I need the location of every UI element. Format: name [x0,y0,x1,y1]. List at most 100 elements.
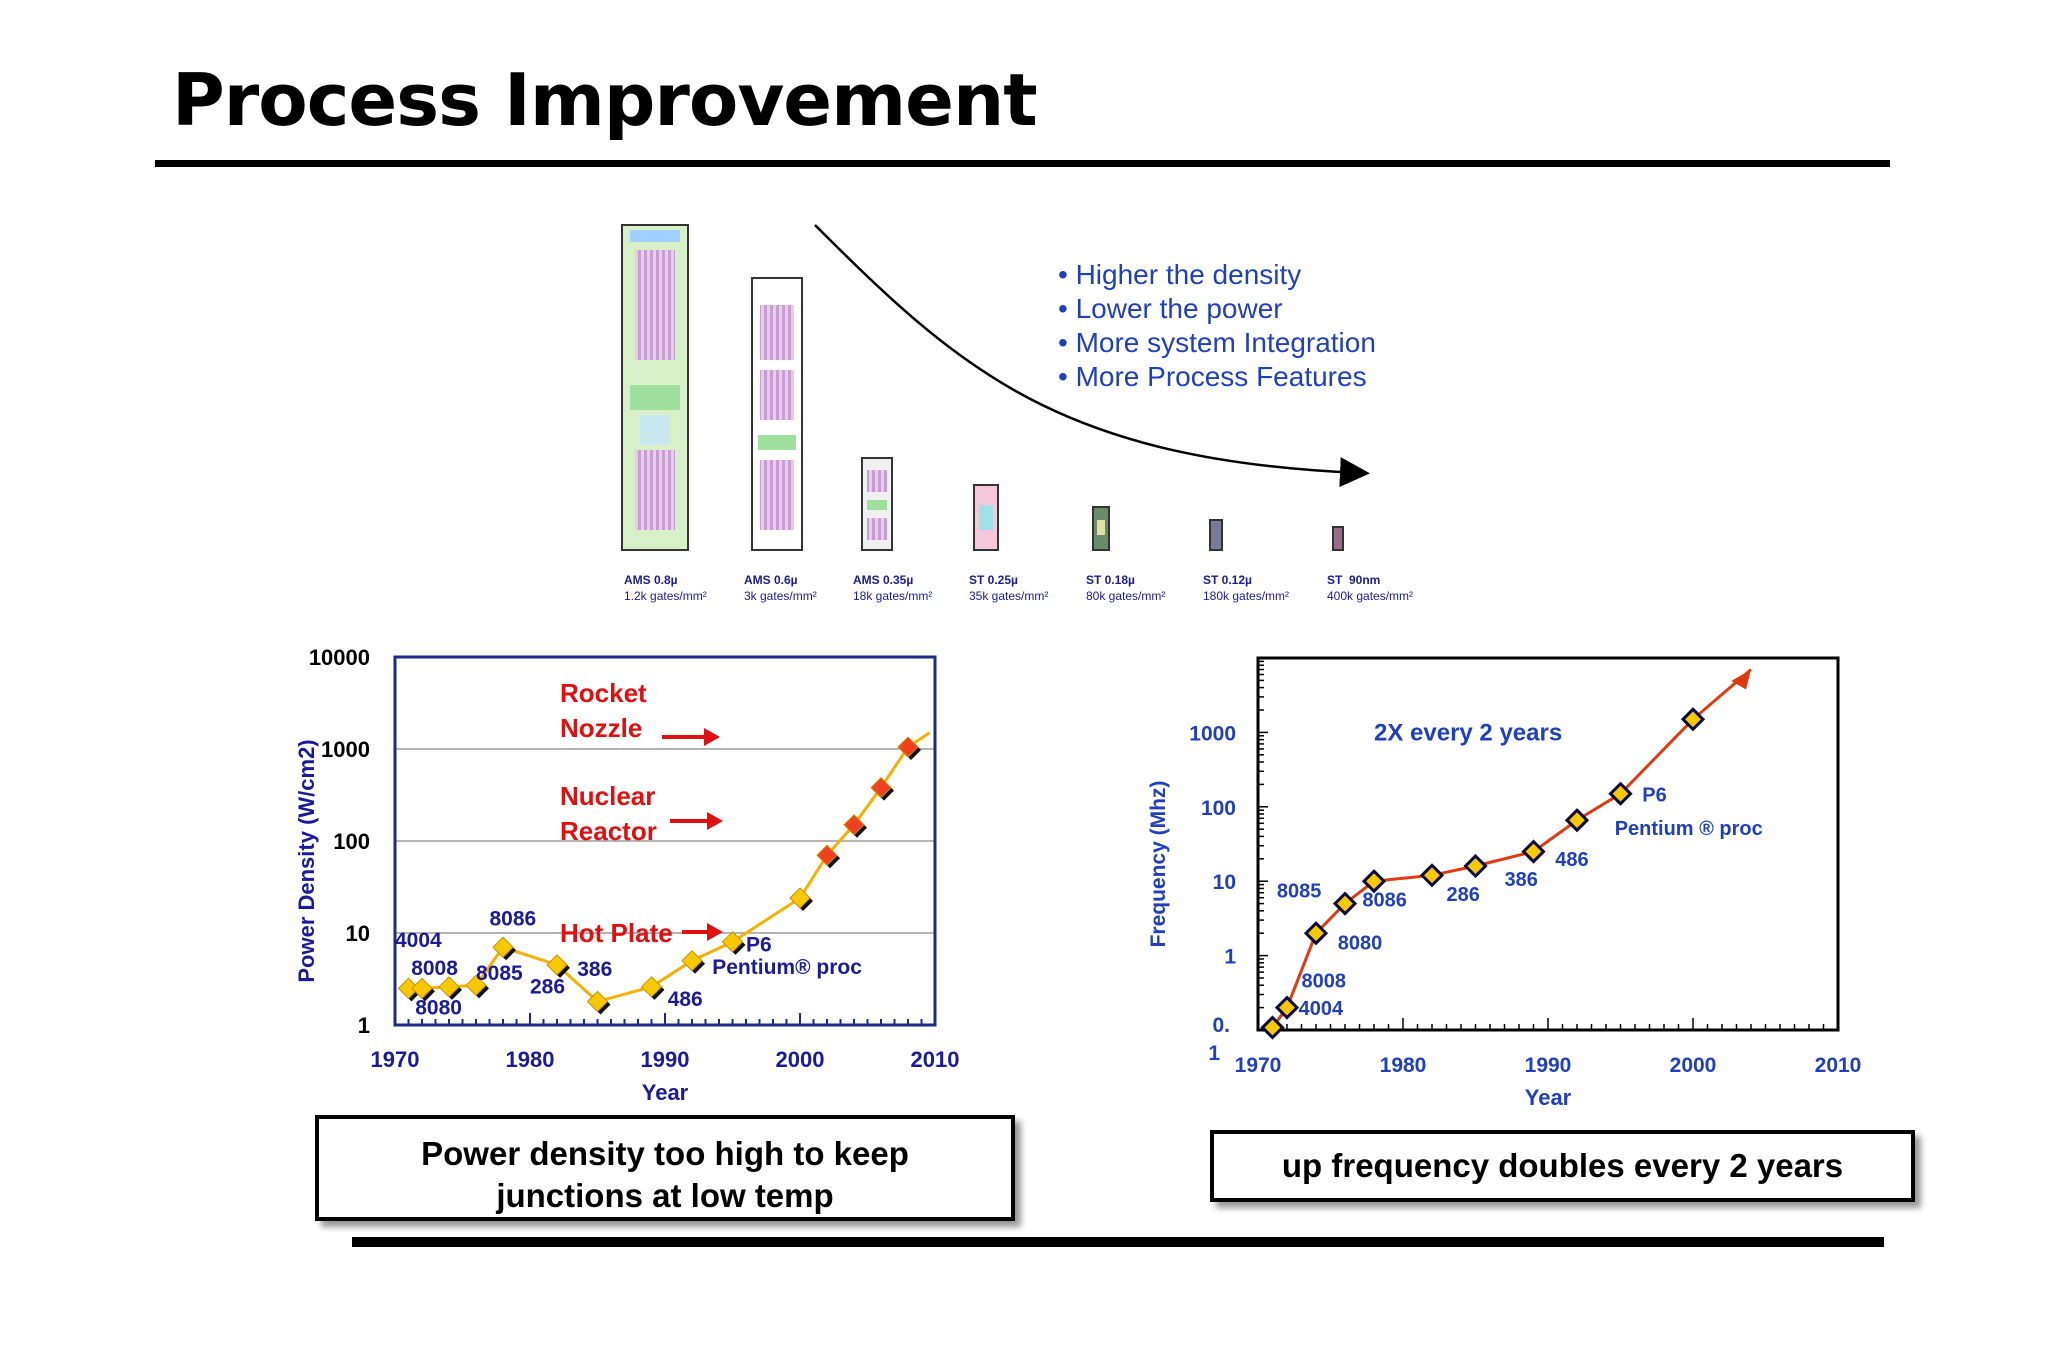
y-tick-label: 1000 [1189,722,1236,745]
data-point-marker [721,931,744,953]
layout-cells-figure [621,224,1370,551]
y-axis-label: Frequency (Mhz) [1147,781,1170,948]
density-trend-arrow [814,224,1370,488]
data-point-marker [411,977,433,1000]
layout-cell-ams035 [861,457,893,551]
title-divider [155,160,1890,167]
data-point-marker [1419,863,1445,888]
point-label: 286 [530,975,565,998]
point-label: 8086 [490,908,537,931]
data-point-marker [492,936,514,958]
x-tick-label: 1990 [641,1047,690,1072]
layout-cell-st018 [1092,506,1110,551]
x-tick-label: 1970 [371,1047,420,1072]
layout-cell-st012 [1209,519,1223,551]
layout-cell-st025 [973,484,999,551]
point-label: 8080 [415,997,462,1020]
nuclear-reactor-arrow-head [707,812,723,830]
point-label: Pentium® proc [712,956,862,979]
x-tick-label: 2010 [1815,1054,1862,1077]
data-point-marker [870,776,892,799]
data-point-marker [1361,869,1387,894]
y-tick-label: 10 [346,921,370,946]
bottom-divider [352,1237,1884,1247]
cell-label-5: ST 0.18µ 80k gates/mm² [1086,573,1166,603]
cell-label-7: ST 90nm 400k gates/mm² [1327,573,1414,603]
annotation-label: 2X every 2 years [1374,719,1562,746]
benefits-list: • Higher the density • Lower the power •… [1058,258,1376,394]
data-point-marker [897,736,919,758]
layout-cell-ams06 [751,277,803,551]
bullet-item: • More system Integration [1058,327,1376,358]
y-axis-label: Power Density (W/cm2) [294,739,319,982]
point-label: 8085 [476,962,523,985]
y-tick-label: 1 [358,1013,370,1038]
data-point-marker [1332,891,1358,916]
cell-label-6: ST 0.12µ 180k gates/mm² [1203,573,1290,603]
annotation-label: Nuclear [560,781,655,811]
growth-arrowhead [1731,669,1751,690]
annotation-label: Rocket [560,678,647,708]
y-tick-label: 1000 [321,737,370,762]
data-point-marker [1463,853,1488,879]
point-label: P6 [746,933,772,956]
data-point-marker [1521,839,1546,864]
cell-label-1: AMS 0.8µ 1.2k gates/mm² [624,573,707,603]
y-tick-label: 1 [1208,1042,1220,1065]
power-density-chart: 1970 1980 1990 2000 2010 1 10 100 1000 10000 Year P… [294,645,960,1105]
annotation-label: Hot Plate [560,918,673,948]
frequency-caption: up frequency doubles every 2 years [1210,1130,1915,1202]
bullet-item: • Higher the density [1058,259,1302,290]
point-label: 8085 [1277,881,1322,903]
point-label: 8008 [411,957,458,980]
y-tick-label: 1 [1224,946,1236,969]
point-label: Pentium ® proc [1615,818,1763,840]
point-label: 8080 [1338,933,1383,955]
caption-line: Power density too high to keep [421,1135,909,1172]
x-tick-label: 2000 [776,1047,825,1072]
power-density-caption: Power density too high to keep junctions… [315,1115,1015,1221]
data-point-marker [843,814,865,836]
y-tick-label: 0. [1212,1014,1230,1037]
point-label: 486 [668,988,703,1011]
data-point-marker [586,990,609,1013]
x-axis-label: Year [642,1080,689,1105]
x-axis-label: Year [1525,1085,1572,1110]
y-tick-label: 100 [333,829,370,854]
y-tick-label: 100 [1201,797,1236,820]
layout-density-panel [560,170,1440,620]
frequency-series-line [1271,668,1752,1029]
point-label: 4004 [1299,998,1344,1020]
rocket-nozzle-arrow-head [704,728,720,746]
cell-label-3: AMS 0.35µ 18k gates/mm² [853,573,933,603]
data-point-marker [1303,921,1329,946]
data-point-marker [816,844,838,866]
cell-label-4: ST 0.25µ 35k gates/mm² [969,573,1049,603]
x-tick-label: 2010 [911,1047,960,1072]
data-point-marker [546,954,568,976]
x-tick-label: 1990 [1525,1054,1572,1077]
point-label: 486 [1555,849,1588,871]
layout-cell-st90 [1332,526,1344,551]
bullet-item: • More Process Features [1058,361,1367,392]
layout-cell-ams08 [621,224,689,551]
caption-line: junctions at low temp [496,1177,834,1214]
frequency-chart: 1970 1980 1990 2000 2010 0. 1 1 10 100 1000 Year Fre… [1147,656,1862,1110]
x-tick-label: 1980 [506,1047,555,1072]
data-point-marker [1260,1015,1285,1040]
annotation-label: Nozzle [560,713,642,743]
data-point-marker [1274,995,1300,1020]
cell-label-2: AMS 0.6µ 3k gates/mm² [744,573,817,603]
x-tick-label: 1980 [1380,1054,1427,1077]
point-label: 386 [1505,869,1538,891]
x-tick-label: 2000 [1670,1054,1717,1077]
data-point-marker [438,976,460,998]
data-point-marker [465,974,487,997]
point-label: 4004 [395,929,442,952]
slide-title: Process Improvement [172,58,1038,142]
data-point-marker [1564,808,1590,833]
power-series-line [408,731,931,1004]
data-point-marker [681,949,703,972]
data-point-marker [640,976,663,998]
x-tick-label: 1970 [1235,1054,1282,1077]
